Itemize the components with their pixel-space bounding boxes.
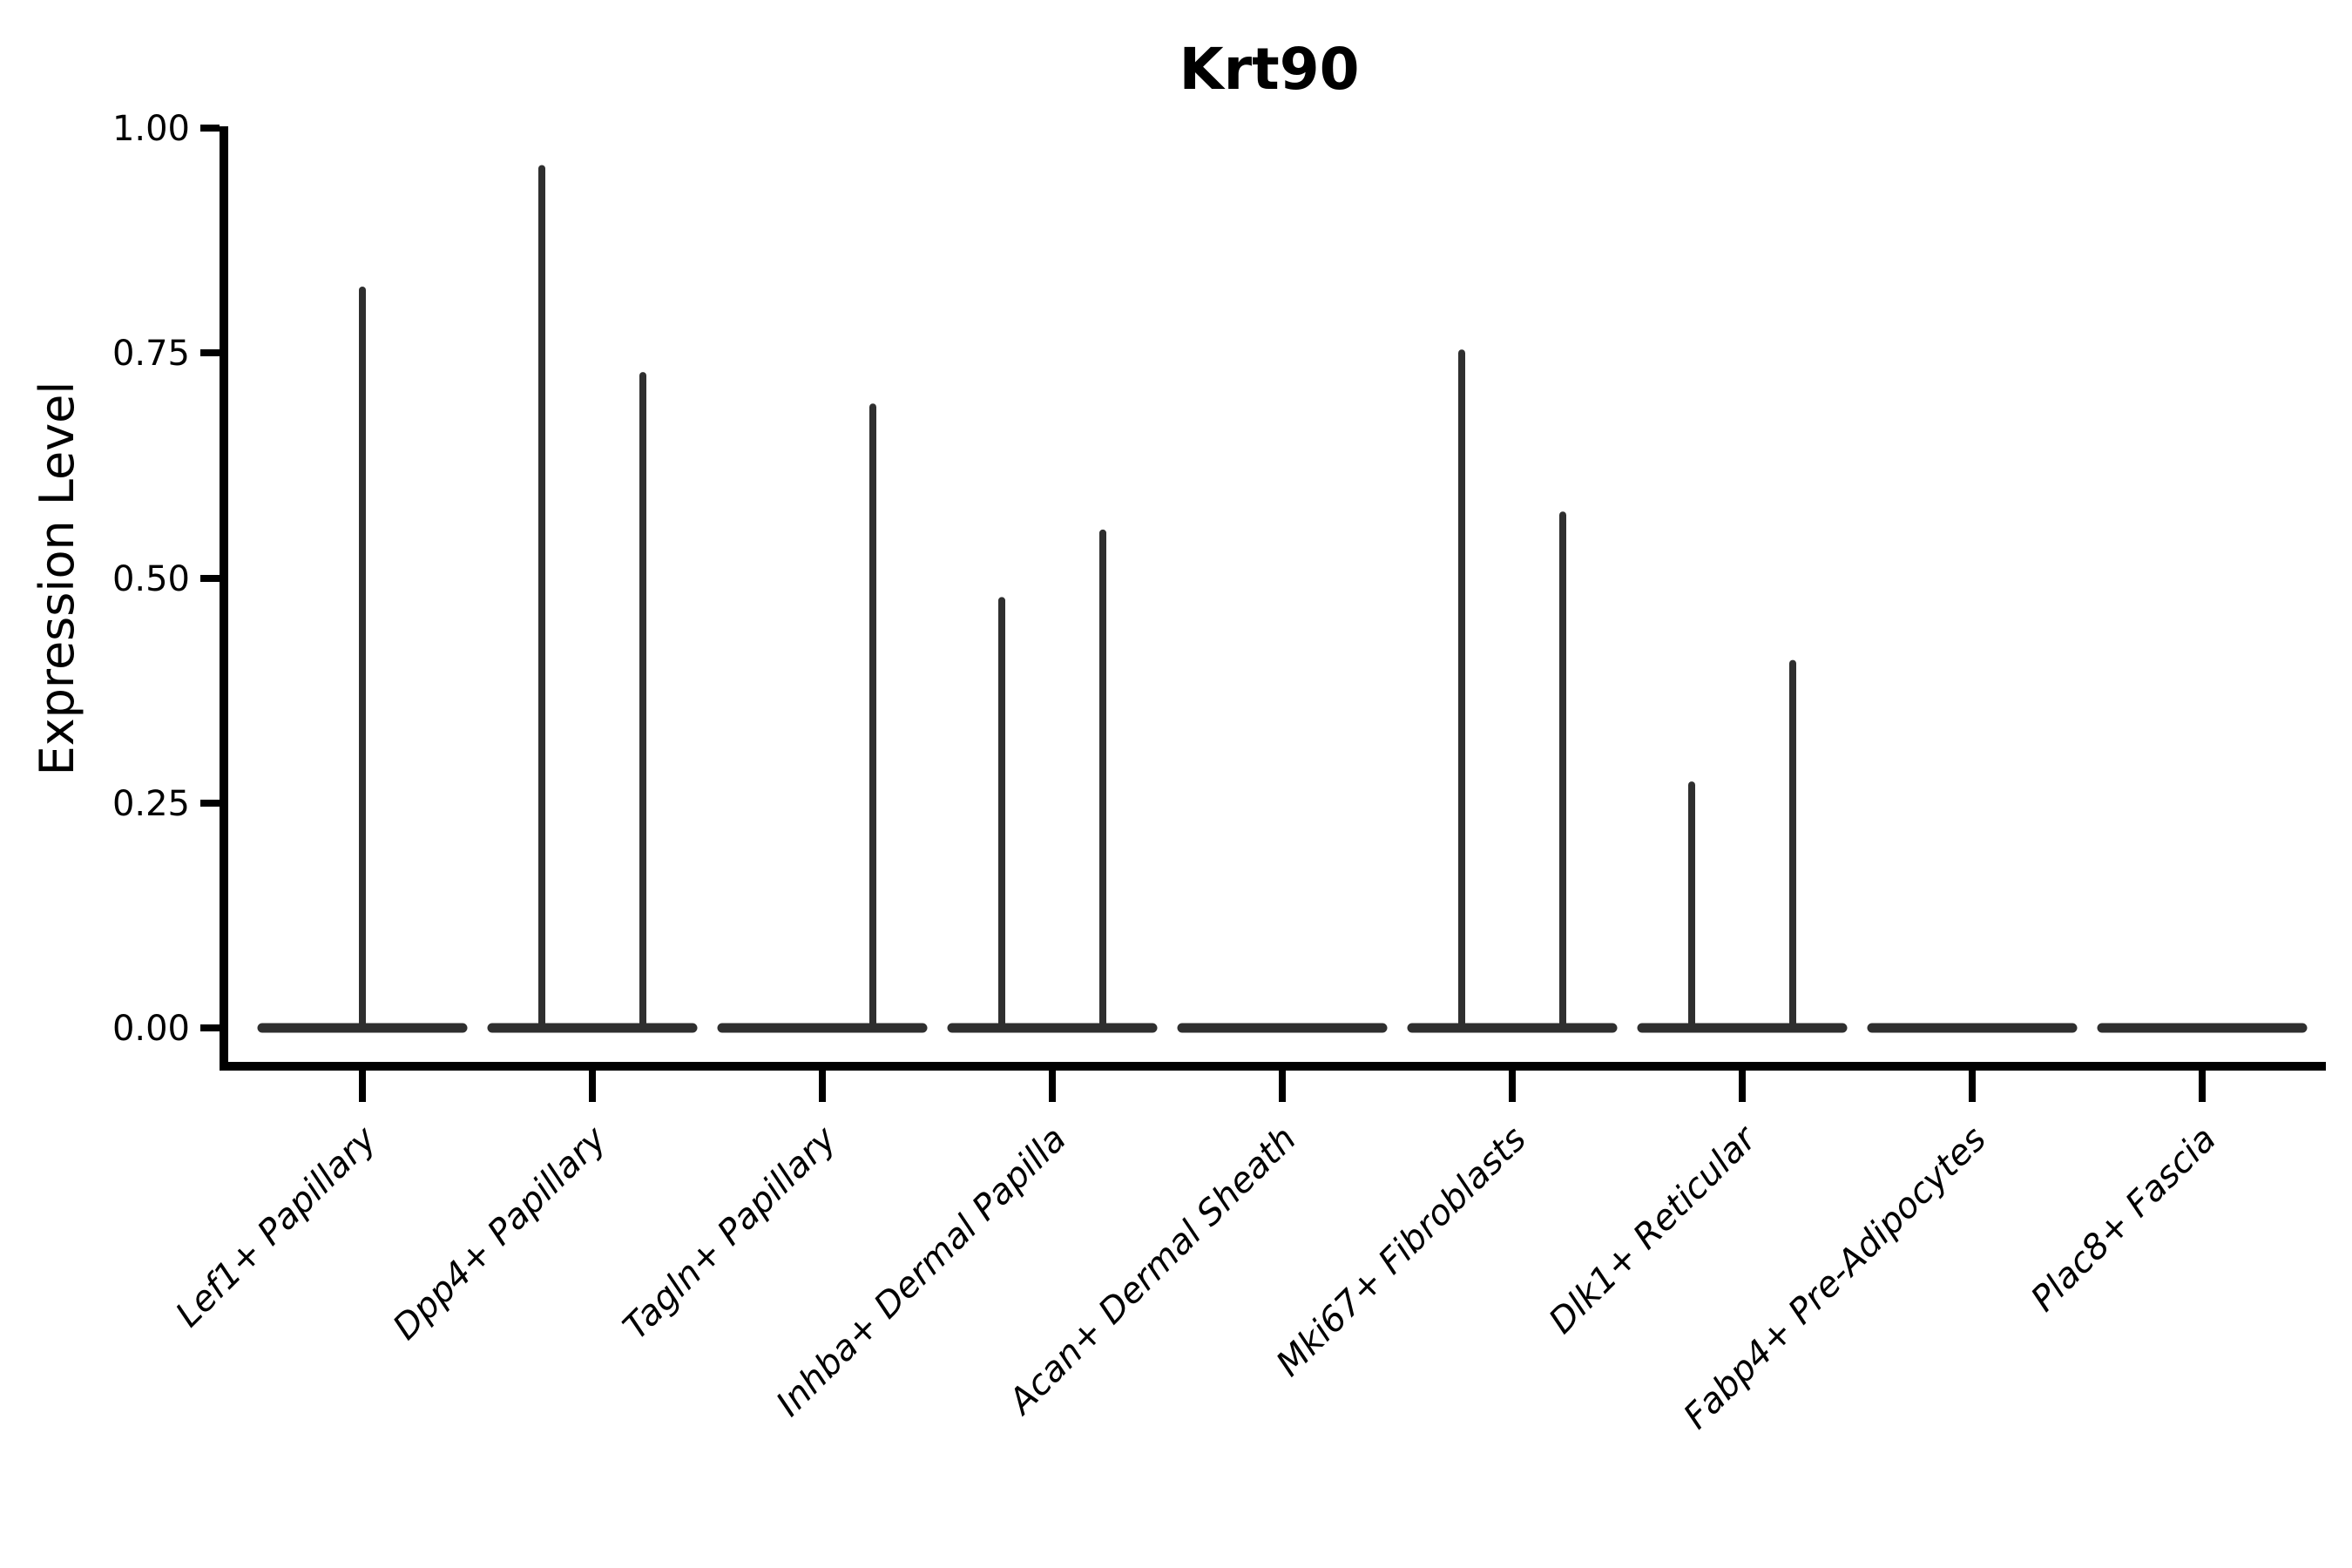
x-tick-labels: Lef1+ Papillary Dpp4+ Papillary Tagln+ P… (168, 1118, 2224, 1437)
axis-spines (220, 126, 2326, 1071)
chart-title: Krt90 (1179, 36, 1359, 103)
x-tick-label: Plac8+ Fascia (2024, 1119, 2224, 1320)
violins (257, 165, 2308, 1033)
x-tick-label: Dlk1+ Reticular (1542, 1118, 1766, 1342)
x-tick-label: Mki67+ Fibroblasts (1268, 1119, 1534, 1385)
y-tick-labels: 0.00 0.25 0.50 0.75 1.00 (112, 109, 190, 1049)
y-tick-label: 1.00 (112, 109, 190, 149)
y-tick-label: 0.75 (112, 334, 190, 374)
y-tick-marks (200, 125, 220, 1031)
x-tick-label: Tagln+ Papillary (616, 1119, 845, 1348)
x-tick-marks (359, 1071, 2206, 1102)
x-tick-label: Dpp4+ Papillary (386, 1119, 615, 1348)
x-tick-label: Lef1+ Papillary (168, 1119, 385, 1335)
y-axis-label: Expression Level (30, 382, 84, 776)
y-tick-label: 0.00 (112, 1009, 190, 1049)
y-tick-label: 0.50 (112, 559, 190, 599)
y-tick-label: 0.25 (112, 784, 190, 824)
